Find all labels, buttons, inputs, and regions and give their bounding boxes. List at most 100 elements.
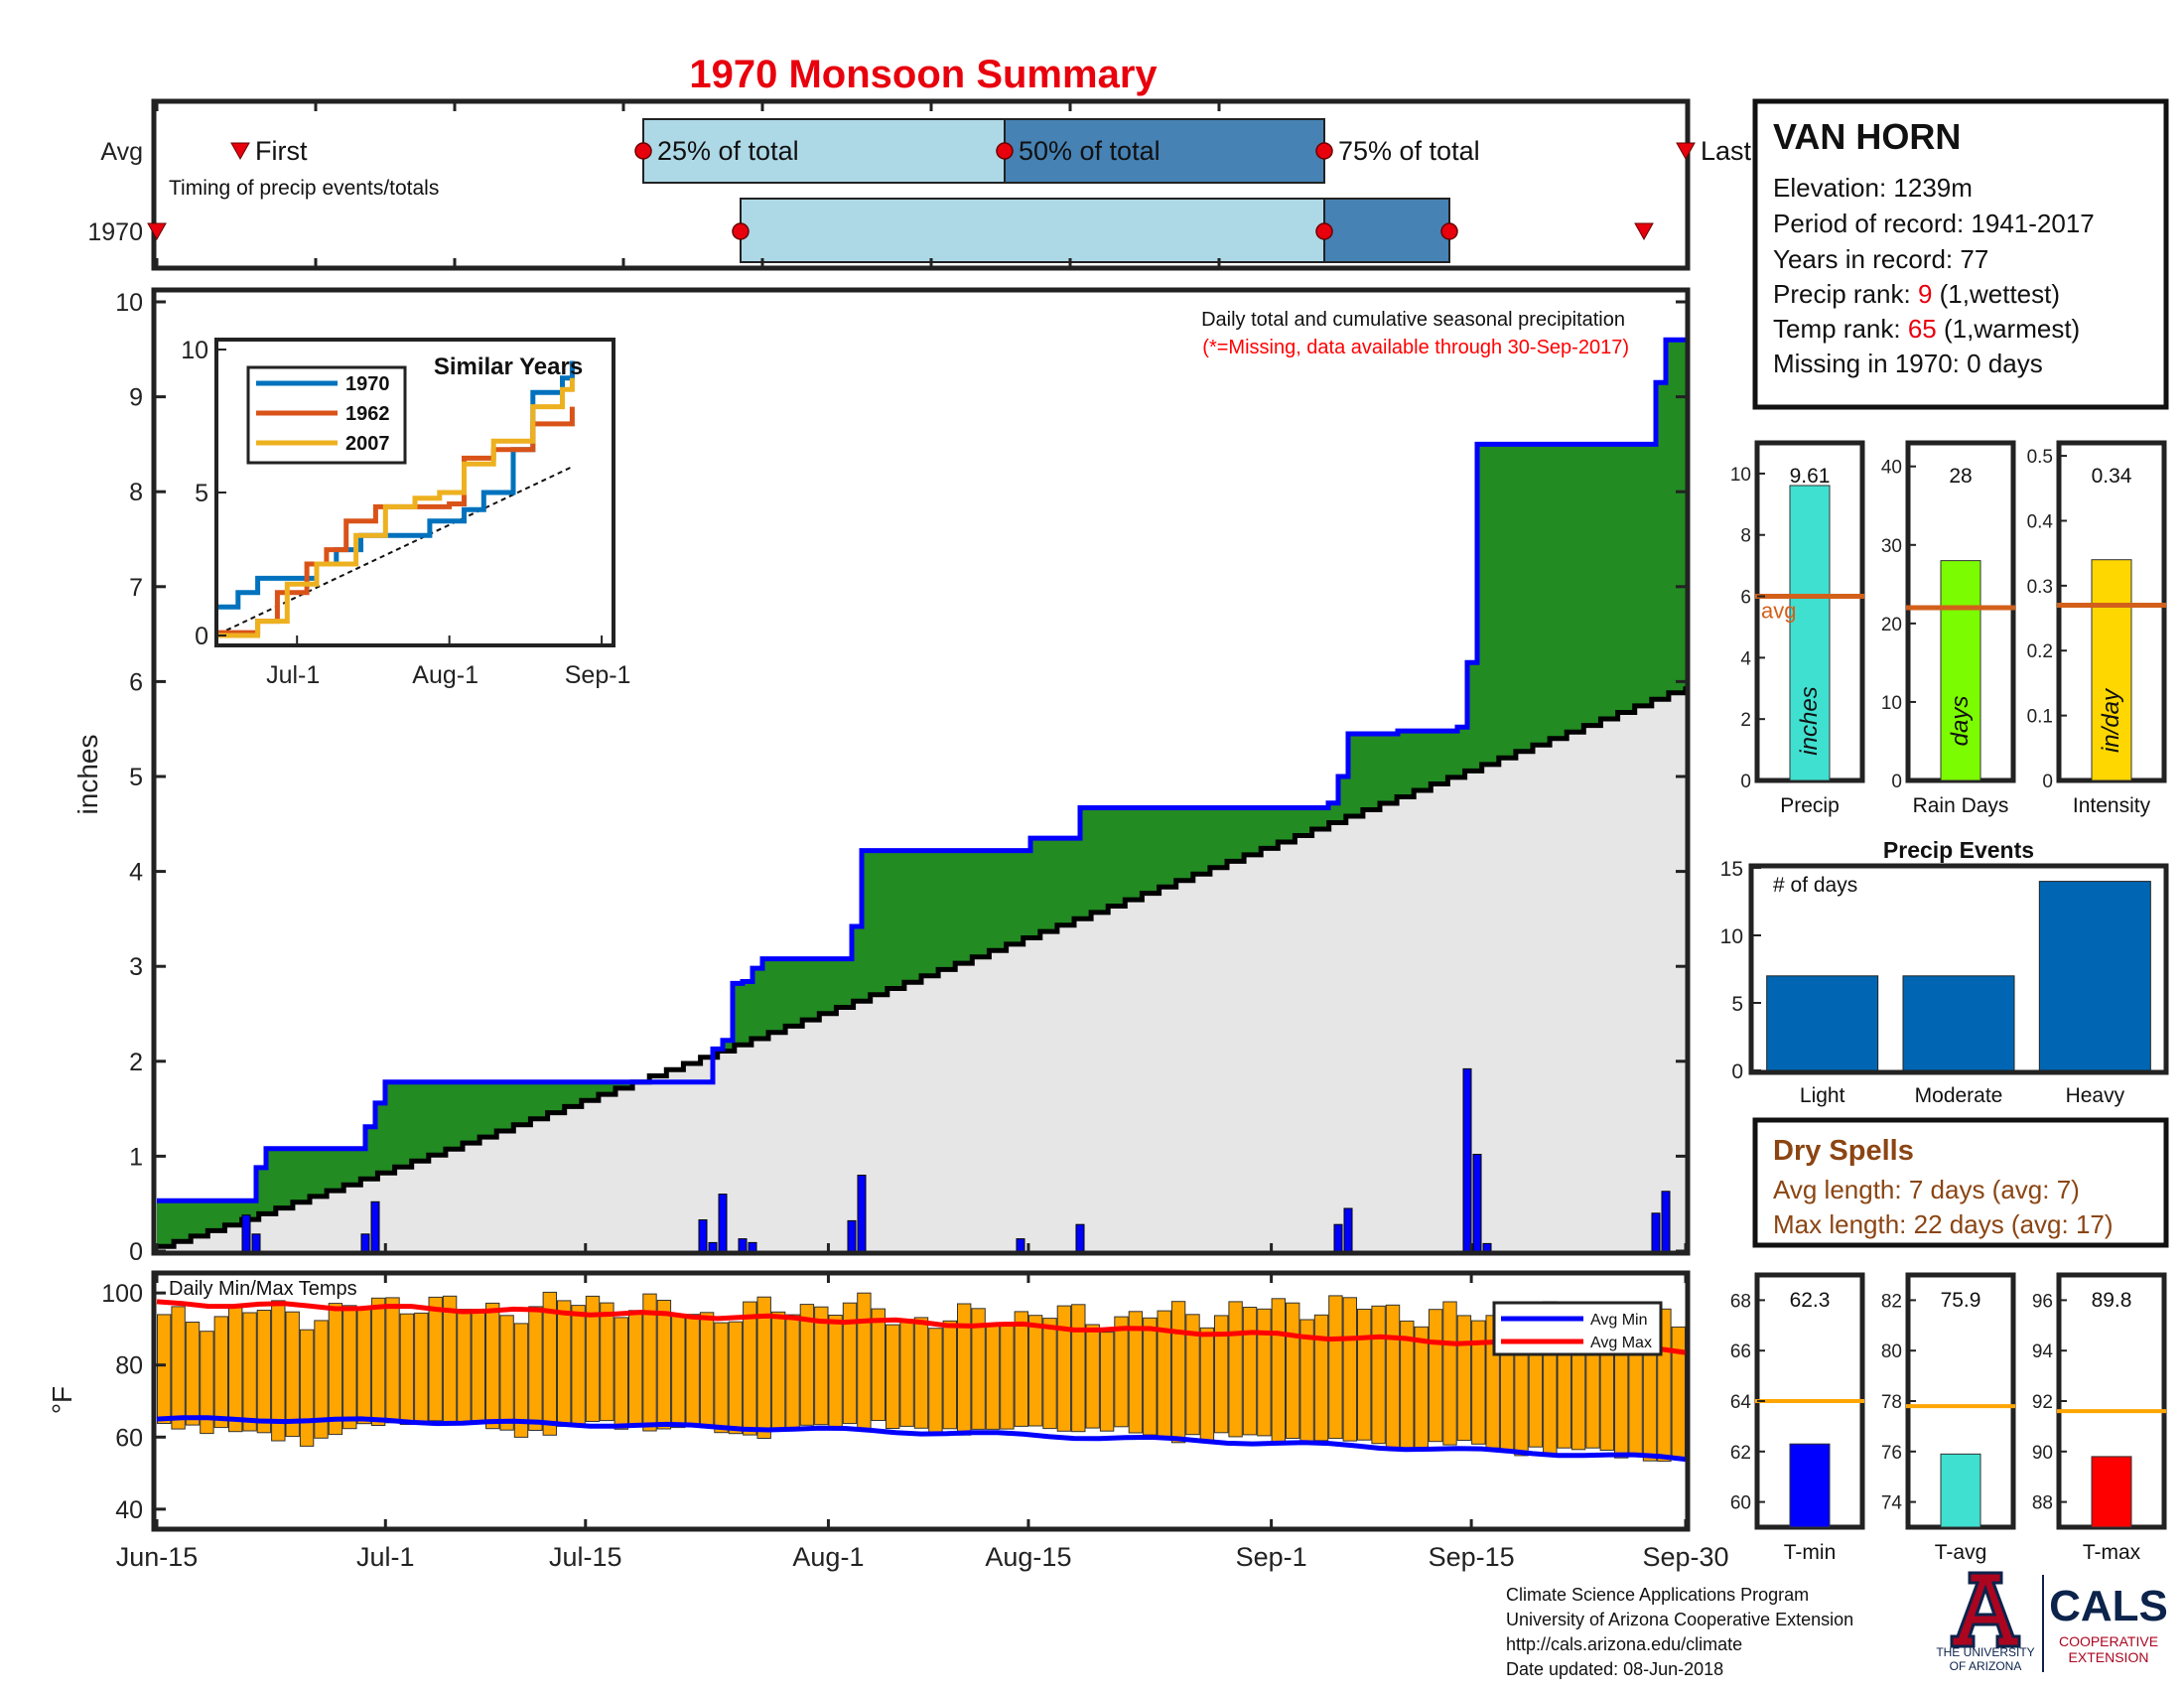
daily-temp-bar: [671, 1315, 686, 1429]
inset-series-line-2007: [218, 377, 575, 638]
daily-precip-bar: [241, 1214, 251, 1252]
daily-temp-bar: [200, 1331, 214, 1435]
inset-series-line-1970: [218, 360, 575, 610]
dry-spells-frame: [1752, 1117, 2169, 1248]
daily-temp-bar: [1442, 1301, 1457, 1446]
footer-date: Date updated: 08-Jun-2018: [1506, 1659, 1723, 1679]
station-missing: Missing in 1970: 0 days: [1773, 349, 2043, 378]
average-cumulative-line: [157, 686, 1689, 1249]
temp-panel: 40 60 80 100 °F Daily Min/Max Temps Avg Min…: [47, 1270, 1691, 1532]
tavg-value: 75.9: [1941, 1289, 1981, 1312]
event-bar-heavy: [2038, 881, 2151, 1071]
daily-temp-bar: [785, 1314, 800, 1432]
first-last-marker: [147, 222, 167, 241]
daily-temp-bar: [1471, 1320, 1486, 1445]
figure-title: 1970 Monsoon Summary: [689, 53, 1158, 96]
percentile-marker: [1315, 142, 1333, 160]
inset-legend: 1970 1962 2007: [256, 373, 390, 455]
daily-temp-bar: [1170, 1301, 1186, 1444]
inset-x-tick-label: Aug-1: [412, 661, 478, 689]
events-y-tick-label: 5: [1731, 993, 1743, 1016]
daily-temp-bar: [985, 1325, 1001, 1430]
precip-unit: inches: [1796, 686, 1823, 755]
daily-temp-bar: [571, 1305, 586, 1425]
1970-50-75-box: [1323, 198, 1450, 263]
daily-temp-bar: [185, 1322, 201, 1426]
x-axis-date-label: Jul-15: [549, 1542, 622, 1572]
temp-frame: [151, 1270, 1691, 1532]
timing-caption: Timing of precip events/totals: [169, 177, 439, 200]
inset-x-tick-label: Jul-1: [266, 661, 320, 689]
tmax-value: 89.8: [2092, 1289, 2132, 1312]
daily-precip-bar: [857, 1175, 867, 1252]
raindays-value: 28: [1949, 465, 1972, 488]
intensity-value: 0.34: [2092, 465, 2132, 488]
footer-url: http://cals.arizona.edu/climate: [1506, 1634, 1742, 1654]
daily-temp-bar: [886, 1324, 900, 1429]
tavg-bar: [1940, 1453, 1981, 1528]
daily-temp-bar: [1185, 1314, 1200, 1436]
tmin-label: T-min: [1784, 1541, 1837, 1564]
tavg-label: T-avg: [1935, 1541, 1987, 1564]
temp-y-label: °F: [47, 1386, 77, 1414]
intensity-y-tick-label: 0.5: [2027, 447, 2053, 468]
daily-temp-bar: [1042, 1318, 1057, 1430]
daily-temp-bar: [1414, 1326, 1429, 1450]
precip-y-tick-label: 6: [129, 668, 143, 696]
daily-precip-bar: [1016, 1238, 1025, 1252]
daily-temp-bar: [1056, 1305, 1072, 1432]
intensity-label: Intensity: [2073, 794, 2151, 817]
precip-panel: 0 1 2 3 4 5 6 7 8 9 10 inches Daily total and cumu…: [72, 287, 1691, 1266]
daily-temp-bar: [1242, 1307, 1258, 1436]
daily-temp-bar: [414, 1312, 429, 1424]
event-category-label: Light: [1800, 1084, 1845, 1107]
daily-temp-bar: [1199, 1327, 1215, 1443]
coop-logo-line1: COOPERATIVE: [2059, 1633, 2158, 1649]
tavg-y-tick-label: 82: [1881, 1291, 1902, 1312]
percentile-marker: [1440, 222, 1458, 240]
daily-temp-bar: [1027, 1315, 1043, 1427]
events-title: Precip Events: [1883, 837, 2034, 863]
daily-temp-bar: [1385, 1304, 1401, 1449]
avg-min-line: [156, 1415, 1687, 1463]
average-cumulative-area: [157, 686, 1686, 1251]
daily-temp-bar: [756, 1296, 771, 1439]
daily-temp-bar: [1099, 1332, 1115, 1432]
daily-temp-bar: [871, 1308, 886, 1421]
percentile-marker: [996, 142, 1014, 160]
tavg-y-tick-label: 80: [1881, 1341, 1902, 1362]
daily-temp-bar: [1257, 1308, 1272, 1437]
daily-temp-bar: [557, 1300, 572, 1427]
tmax-y-tick-label: 92: [2032, 1392, 2053, 1413]
intensity-bar: [2091, 559, 2132, 781]
inset-x-tick-label: Sep-1: [565, 661, 631, 689]
event-bar-light: [1766, 975, 1879, 1071]
events-bars: Light Moderate Heavy 0 5 10 15: [1720, 858, 2151, 1107]
x-axis-date-label: Sep-1: [1236, 1542, 1307, 1572]
precip-y-tick-label: 6: [1740, 588, 1751, 609]
station-info: VAN HORN Elevation: 1239m Period of reco…: [1752, 98, 2169, 410]
cals-logo-text: CALS: [2049, 1582, 2168, 1630]
daily-temp-bar: [328, 1303, 343, 1436]
daily-temp-bar: [442, 1295, 458, 1426]
station-precip-rank: Precip rank: 9 (1,wettest): [1773, 279, 2060, 309]
tmin-y-tick-label: 66: [1730, 1341, 1751, 1362]
cumulative-precip-line: [157, 337, 1689, 1203]
daily-temp-bar: [1428, 1309, 1443, 1443]
tavg-y-tick-label: 76: [1881, 1443, 1902, 1464]
precip-y-tick-label: 1: [129, 1143, 143, 1171]
daily-precip-bar: [738, 1238, 748, 1252]
daily-temp-bar: [271, 1300, 286, 1442]
dry-spells-title: Dry Spells: [1773, 1135, 1914, 1167]
daily-temp-bar: [314, 1320, 329, 1439]
daily-temp-bar: [799, 1304, 815, 1426]
inset-legend-label: 1970: [345, 373, 390, 395]
precip-y-tick-label: 4: [129, 859, 143, 887]
daily-precip-bar: [1343, 1207, 1353, 1252]
precip-y-label: inches: [72, 735, 103, 815]
percentile-marker: [732, 222, 750, 240]
events-y-tick-label: 15: [1720, 858, 1743, 881]
timing-last-label: Last: [1701, 136, 1752, 166]
